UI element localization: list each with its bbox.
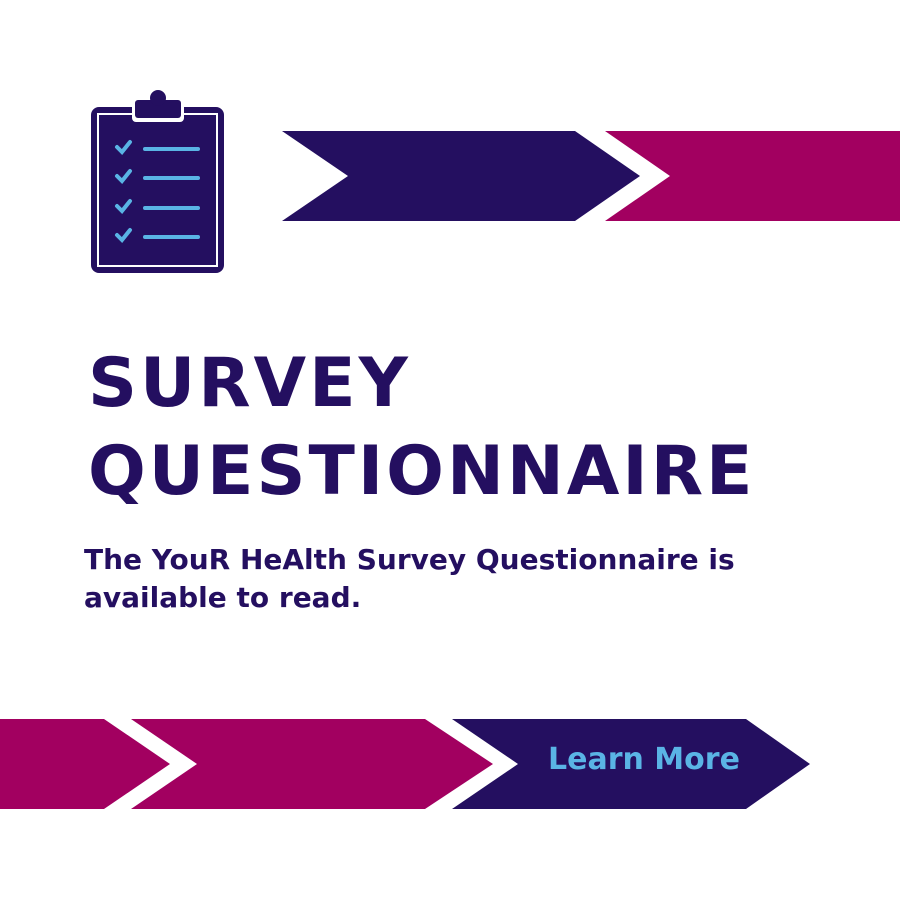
bottom-arrow-magenta-2 [131,719,493,809]
learn-more-button[interactable]: Learn More [548,742,740,777]
bottom-arrow-magenta-1 [0,719,170,809]
clipboard-checklist-icon [91,90,224,273]
top-arrow-navy [282,131,640,221]
title-line-1: SURVEY [88,344,411,423]
subtitle: The YouR HeAlth Survey Questionnaire is … [84,543,735,614]
title-line-2: QUESTIONNAIRE [88,432,756,511]
top-arrow-magenta [605,131,900,221]
page-title: SURVEY QUESTIONNAIRE [88,340,756,516]
learn-more-button-shape[interactable] [452,719,810,809]
